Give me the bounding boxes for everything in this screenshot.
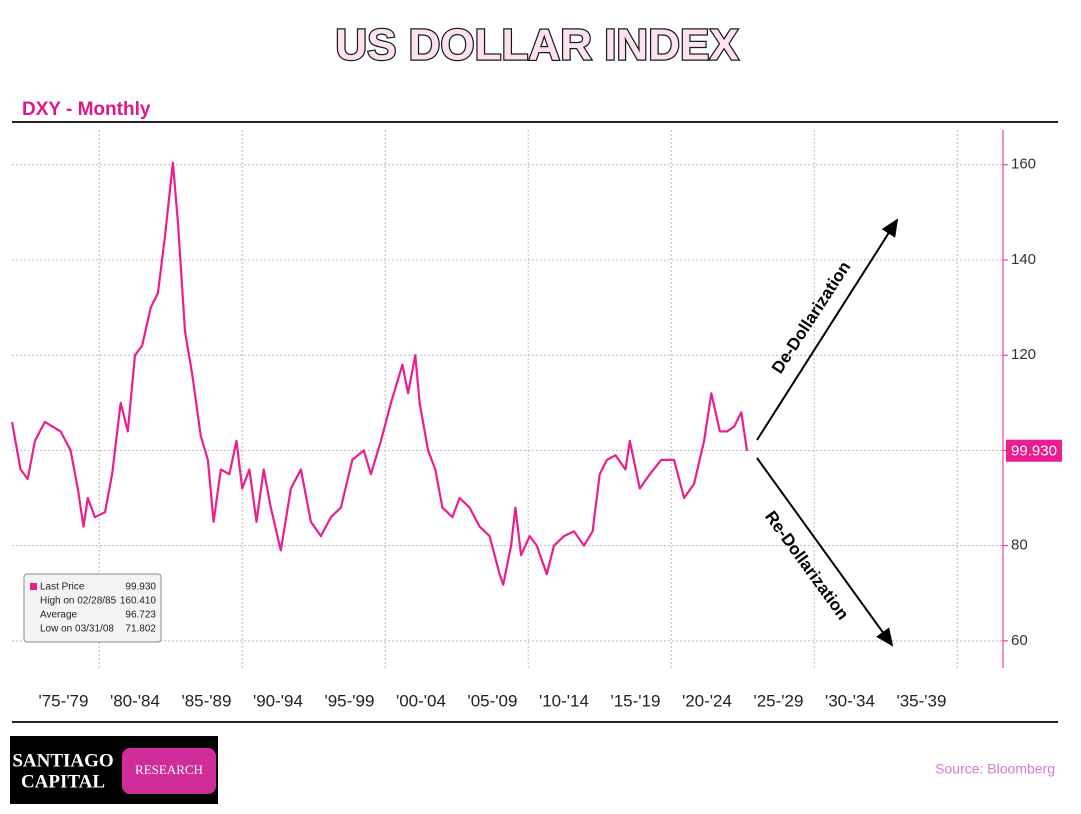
x-tick-label: '80-'84 [110,691,160,710]
info-value: 99.930 [125,582,156,593]
logo-text: CAPITAL [21,771,105,792]
arrow [756,218,899,441]
info-swatch [30,583,37,590]
info-label: High on 02/28/85 [40,596,117,607]
x-tick-label: '00-'04 [396,691,446,710]
last-price-label: 99.930 [1011,443,1057,460]
y-tick-label: 140 [1011,251,1036,268]
info-value: 71.802 [125,624,156,635]
info-value: 96.723 [125,610,156,621]
chart-subtitle: DXY - Monthly [22,99,151,120]
x-tick-label: '85-'89 [181,691,231,710]
info-label: Last Price [40,582,85,593]
last-price-tag [1006,439,1062,462]
y-tick-label: 120 [1011,346,1036,363]
x-tick-label: '10-'14 [539,691,589,710]
x-tick-label: '95-'99 [324,691,374,710]
logo-tag-text: RESEARCH [135,762,203,777]
x-tick-label: '05-'09 [467,691,517,710]
logo-tag [122,748,216,794]
x-tick-label: '30-'34 [825,691,875,710]
price-line [10,161,749,586]
x-tick-label: '20-'24 [682,691,732,710]
annotation: De-Dollarization [768,258,854,377]
info-value: 160.410 [120,596,157,607]
info-label: Low on 03/31/08 [40,624,114,635]
x-tick-label: '35-'39 [896,691,946,710]
source: Source: Bloomberg [935,761,1055,777]
info-label: Average [40,610,78,621]
plot-area: 6080100120140160'75-'79'80-'84'85-'89'90… [10,130,1062,710]
y-tick-label: 60 [1011,632,1028,649]
info-box [23,573,162,643]
logo-text: SANTIAGO [12,750,113,771]
chart-title: US DOLLAR INDEX [335,21,738,70]
y-tick-label: 80 [1011,537,1028,554]
x-tick-label: '75-'79 [38,691,88,710]
arrow [756,457,894,647]
y-tick-label: 160 [1011,156,1036,173]
x-tick-label: '25-'29 [753,691,803,710]
x-tick-label: '15-'19 [610,691,660,710]
annotation: Re-Dollarization [761,507,852,623]
x-tick-label: '90-'94 [253,691,303,710]
